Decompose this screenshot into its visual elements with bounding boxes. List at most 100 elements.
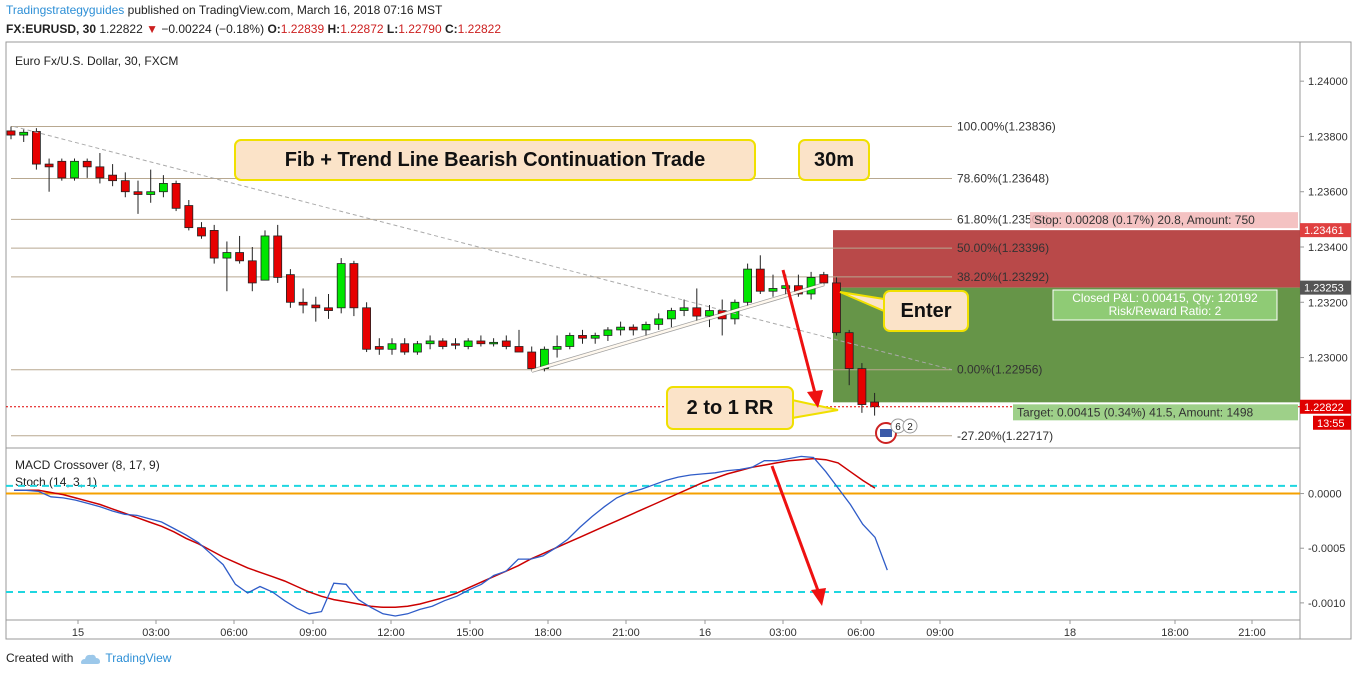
close-value: 1.22822 <box>457 22 502 36</box>
candle <box>146 169 156 203</box>
candle-body <box>95 166 105 179</box>
rr-ratio-label: Risk/Reward Ratio: 2 <box>1109 304 1222 318</box>
candle <box>425 335 435 350</box>
pane-title: Euro Fx/U.S. Dollar, 30, FXCM <box>15 54 178 68</box>
candle <box>743 263 752 308</box>
candle <box>311 296 321 322</box>
price-tick-label: 1.23800 <box>1308 131 1348 143</box>
candle <box>120 172 130 198</box>
price-badge <box>1300 399 1351 414</box>
candle-body <box>743 268 752 303</box>
candle-body <box>641 323 651 331</box>
price-badge <box>1300 223 1351 238</box>
candle-body <box>463 340 473 347</box>
candle <box>590 332 600 344</box>
candle <box>400 338 410 355</box>
candle-body <box>476 340 486 345</box>
trading-chart[interactable]: 100.00%(1.23836) 78.60%(1.23648) 61.80%(1.… <box>0 0 1357 650</box>
candle <box>832 277 841 336</box>
fib-level-label: 61.80%(1.23500) <box>957 212 1049 226</box>
candle-body <box>527 351 537 370</box>
candle <box>6 126 16 140</box>
candle-body <box>501 340 511 347</box>
candle <box>692 288 702 322</box>
candle <box>235 235 245 264</box>
candle <box>412 340 422 355</box>
price-badge-label: 1.23253 <box>1304 283 1344 295</box>
time-tick-label: 18:00 <box>1161 627 1189 639</box>
countdown-badge <box>1313 415 1351 430</box>
candle-body <box>857 368 867 405</box>
candle <box>476 335 486 347</box>
candle-body <box>514 346 524 353</box>
candle-body <box>324 307 333 311</box>
candle-body <box>768 288 778 292</box>
candle <box>298 288 308 314</box>
candle <box>349 260 359 317</box>
candle <box>222 241 232 292</box>
event-count-right-bubble <box>902 418 918 434</box>
candle <box>514 329 524 353</box>
publisher-link[interactable]: Tradingstrategyguides <box>6 3 125 17</box>
candle-body <box>565 335 575 347</box>
candle <box>273 224 283 283</box>
candle-body <box>819 274 829 284</box>
candle <box>489 338 499 347</box>
candle-body <box>400 343 410 353</box>
time-tick-label: 18 <box>1064 627 1076 639</box>
candle <box>362 302 372 353</box>
candle <box>755 255 765 294</box>
candle-body <box>222 252 232 259</box>
candle <box>438 338 448 350</box>
candle-body <box>552 346 562 350</box>
candle <box>197 222 206 239</box>
open-label: O: <box>267 22 281 36</box>
candle <box>260 230 270 281</box>
target-label-box <box>1013 404 1298 421</box>
price-tick-label: 1.23600 <box>1308 187 1348 199</box>
time-tick-label: 06:00 <box>220 627 248 639</box>
candle-body <box>285 274 295 303</box>
candle <box>324 293 333 319</box>
candle-body <box>311 304 321 309</box>
macd-line <box>14 455 888 617</box>
high-label: H: <box>327 22 341 36</box>
candle <box>171 180 181 212</box>
stop-loss-zone <box>833 230 1300 288</box>
published-text: published on TradingView.com, March 16, … <box>127 3 443 17</box>
stop-label: Stop: 0.00208 (0.17%) 20.8, Amount: 750 <box>1034 213 1255 227</box>
candle-body <box>870 401 879 408</box>
low-value: 1.22790 <box>398 22 442 36</box>
candle-body <box>425 340 435 345</box>
enter-callout-box <box>883 290 969 332</box>
candle-body <box>209 230 219 259</box>
open-value: 1.22839 <box>280 22 325 36</box>
candle <box>527 346 537 372</box>
candle <box>654 313 664 330</box>
candle <box>616 321 625 336</box>
candle <box>463 338 473 350</box>
price-tick-label: 1.23400 <box>1308 242 1348 254</box>
candle <box>184 200 194 231</box>
price-badge <box>1300 280 1351 295</box>
candle-body <box>438 340 448 347</box>
time-tick-label: 15 <box>72 627 84 639</box>
close-label: C: <box>444 22 458 36</box>
candle-body <box>844 332 854 370</box>
candle-body <box>654 318 664 325</box>
closed-pnl-label: Closed P&L: 0.00415, Qty: 120192 <box>1072 291 1258 305</box>
candle <box>57 158 67 181</box>
candle-body <box>6 130 16 136</box>
fib-level-label: 0.00%(1.22956) <box>957 363 1042 377</box>
candle <box>247 247 257 292</box>
candle <box>32 128 41 170</box>
candle-body <box>184 205 194 229</box>
candle <box>667 307 676 328</box>
fib-level-label: 38.20%(1.23292) <box>957 270 1049 284</box>
candle-body <box>70 160 79 179</box>
candle <box>82 158 92 178</box>
candle <box>844 329 854 386</box>
tradingview-brand[interactable]: TradingView <box>105 651 172 665</box>
candle <box>95 153 105 184</box>
candle-body <box>755 268 765 292</box>
